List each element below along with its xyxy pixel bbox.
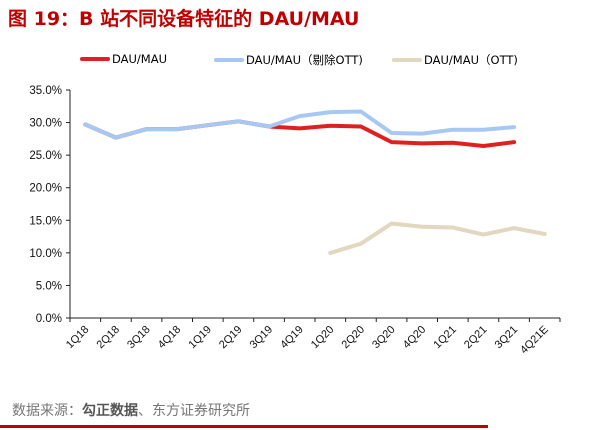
y-tick-label: 15.0% xyxy=(29,215,62,227)
source-main: 勾正数据 xyxy=(82,403,138,419)
series-line xyxy=(328,221,547,255)
source-prefix: 数据来源： xyxy=(12,403,82,419)
y-tick-label: 30.0% xyxy=(29,118,62,130)
x-tick-label: 3Q18 xyxy=(125,324,153,352)
y-tick-label: 5.0% xyxy=(36,280,62,292)
axes: 0.0% 5.0% 10.0% 15.0% 20.0% 25.0% 30.0% 35.0% 1Q… xyxy=(29,85,561,357)
y-tick-label: 20.0% xyxy=(29,183,62,195)
series-line xyxy=(83,109,517,140)
x-tick-label: 1Q20 xyxy=(309,324,337,352)
x-tick-label: 3Q19 xyxy=(248,324,276,352)
legend-label: DAU/MAU（剔除OTT) xyxy=(246,53,363,67)
x-tick-label: 3Q20 xyxy=(370,324,398,352)
line-chart: 0.0% 5.0% 10.0% 15.0% 20.0% 25.0% 30.0% 35.0% 1Q… xyxy=(29,85,561,357)
legend-swatch-red xyxy=(80,57,110,61)
x-tick-label: 2Q21 xyxy=(462,324,490,352)
legend-label: DAU/MAU（OTT) xyxy=(424,53,518,67)
series-line xyxy=(83,119,517,148)
y-tick-label: 0.0% xyxy=(36,313,62,325)
chart-title: 图 19：B 站不同设备特征的 DAU/MAU xyxy=(8,8,360,30)
legend-item-dau-mau-excl-ott: DAU/MAU（剔除OTT) xyxy=(214,52,363,68)
legend-swatch-beige xyxy=(392,58,422,62)
x-tick-label: 1Q18 xyxy=(64,324,92,352)
x-tick-label: 1Q19 xyxy=(186,324,214,352)
legend-item-dau-mau: DAU/MAU xyxy=(80,52,167,66)
y-tick-label: 35.0% xyxy=(29,85,62,97)
bottom-divider xyxy=(0,425,488,428)
y-tick-label: 10.0% xyxy=(29,248,62,260)
x-tick-label: 2Q18 xyxy=(95,324,123,352)
legend-swatch-blue xyxy=(214,58,244,62)
x-tick-label: 4Q19 xyxy=(278,324,306,352)
legend-label: DAU/MAU xyxy=(112,52,168,66)
x-tick-label: 3Q21 xyxy=(493,324,521,352)
x-tick-label: 1Q21 xyxy=(431,324,459,352)
x-tick-label: 4Q18 xyxy=(156,324,184,352)
x-tick-label: 2Q20 xyxy=(340,324,368,352)
legend-item-dau-mau-ott: DAU/MAU（OTT) xyxy=(392,52,518,68)
y-tick-label: 25.0% xyxy=(29,150,62,162)
x-tick-label: 4Q20 xyxy=(401,324,429,352)
x-tick-label: 4Q21E xyxy=(518,324,551,357)
source-suffix: 、东方证券研究所 xyxy=(138,403,250,419)
data-source: 数据来源：勾正数据、东方证券研究所 xyxy=(12,400,250,420)
x-tick-label: 2Q19 xyxy=(217,324,245,352)
